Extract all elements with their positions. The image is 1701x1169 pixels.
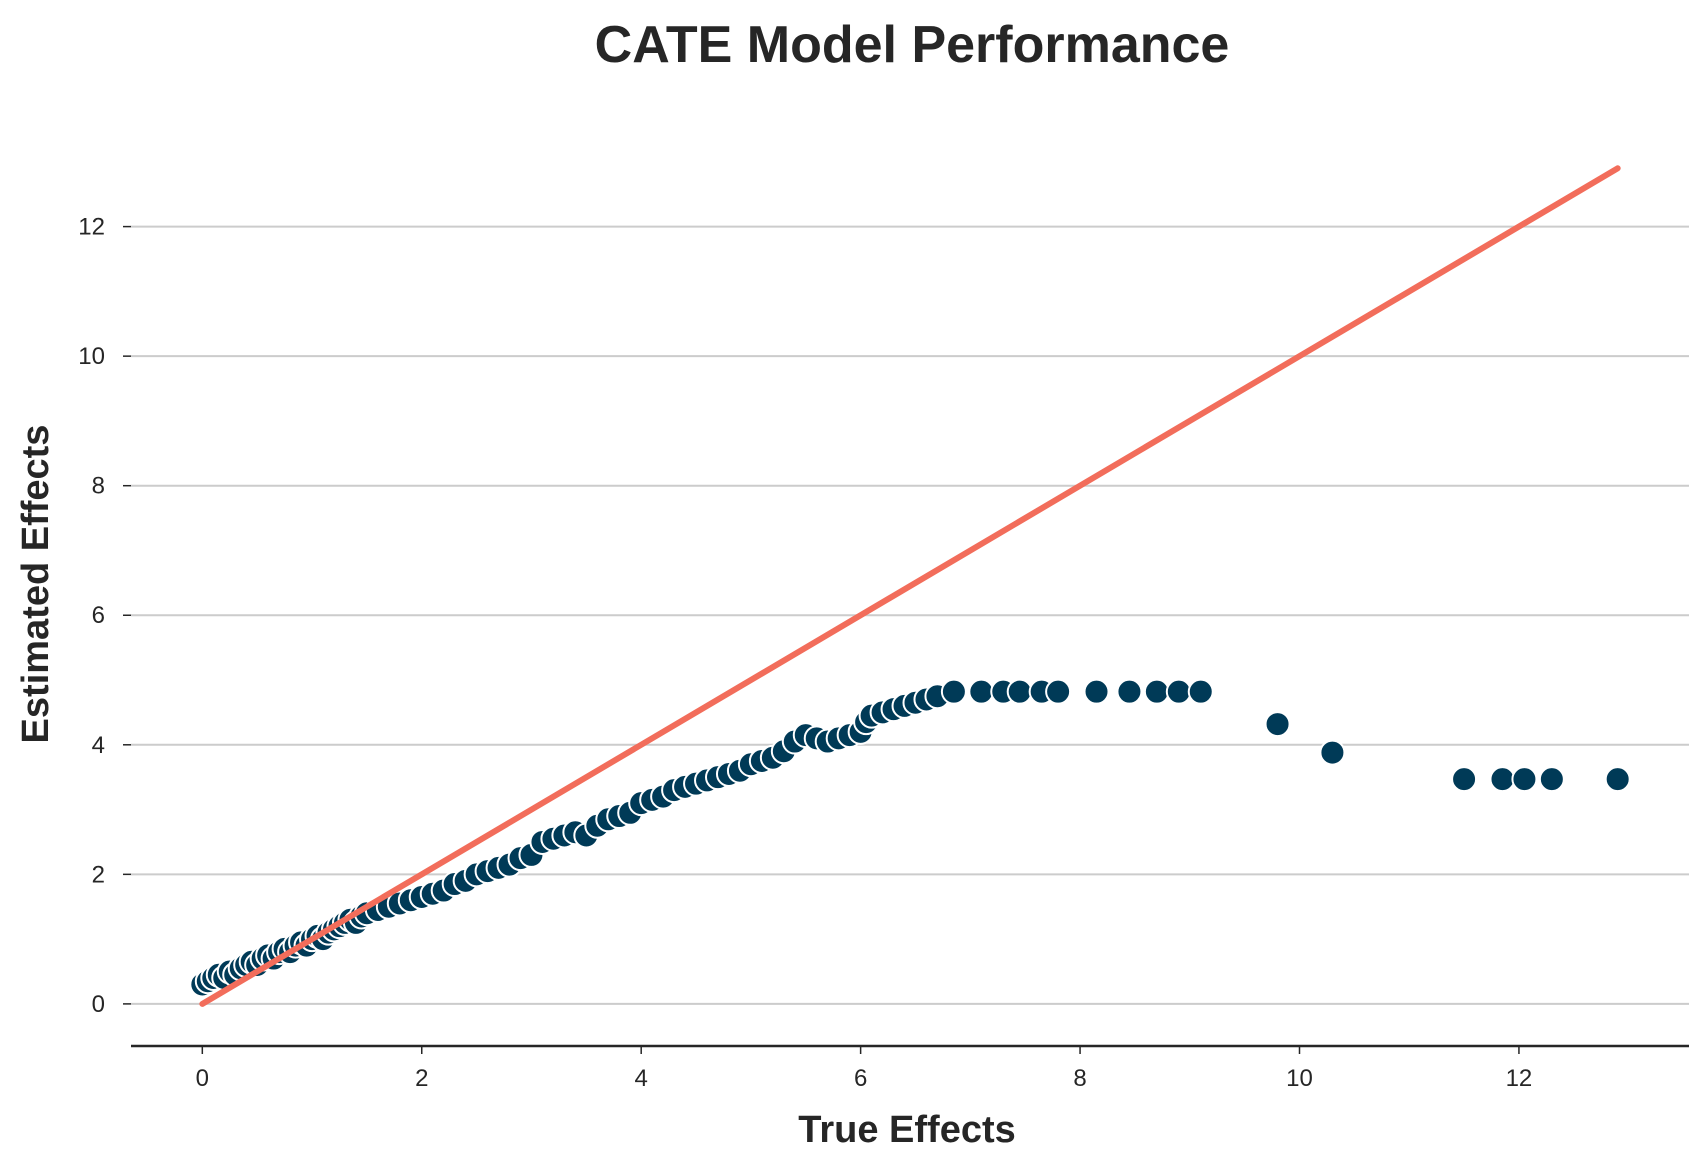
reference-line [199, 165, 1621, 1007]
x-tick-label: 2 [415, 1065, 428, 1092]
data-point [1083, 678, 1110, 705]
x-tick-label: 0 [196, 1065, 209, 1092]
data-point [1116, 678, 1143, 705]
y-tick-label: 12 [78, 214, 105, 241]
x-tick-label: 8 [1073, 1065, 1086, 1092]
grid-lines [131, 225, 1689, 1005]
data-point [1045, 678, 1072, 705]
x-axis-label: True Effects [798, 1109, 1016, 1151]
data-point [1187, 678, 1214, 705]
x-tick-label: 6 [854, 1065, 867, 1092]
data-point [1538, 766, 1565, 793]
y-tick-label: 8 [92, 473, 105, 500]
data-point [1489, 766, 1516, 793]
data-point [1511, 766, 1538, 793]
y-tick-label: 10 [78, 343, 105, 370]
scatter-points [189, 678, 1631, 998]
x-tick-label: 4 [635, 1065, 648, 1092]
chart-title: CATE Model Performance [595, 16, 1230, 74]
y-axis-ticks: 0 2 4 6 8 10 12 [78, 214, 131, 1018]
data-point [940, 678, 967, 705]
data-point [1604, 766, 1631, 793]
data-point [1319, 739, 1346, 766]
data-point [968, 678, 995, 705]
data-point [1165, 678, 1192, 705]
data-point [1143, 678, 1170, 705]
y-tick-label: 0 [92, 991, 105, 1018]
x-axis-ticks: 0 2 4 6 8 10 12 [196, 1046, 1533, 1092]
x-tick-label: 12 [1506, 1065, 1533, 1092]
data-point [1451, 766, 1478, 793]
y-tick-label: 2 [92, 861, 105, 888]
x-tick-label: 10 [1286, 1065, 1313, 1092]
data-point [1006, 678, 1033, 705]
y-tick-label: 4 [92, 732, 105, 759]
data-point [1264, 711, 1291, 738]
y-tick-label: 6 [92, 602, 105, 629]
y-axis-label: Estimated Effects [15, 425, 57, 744]
